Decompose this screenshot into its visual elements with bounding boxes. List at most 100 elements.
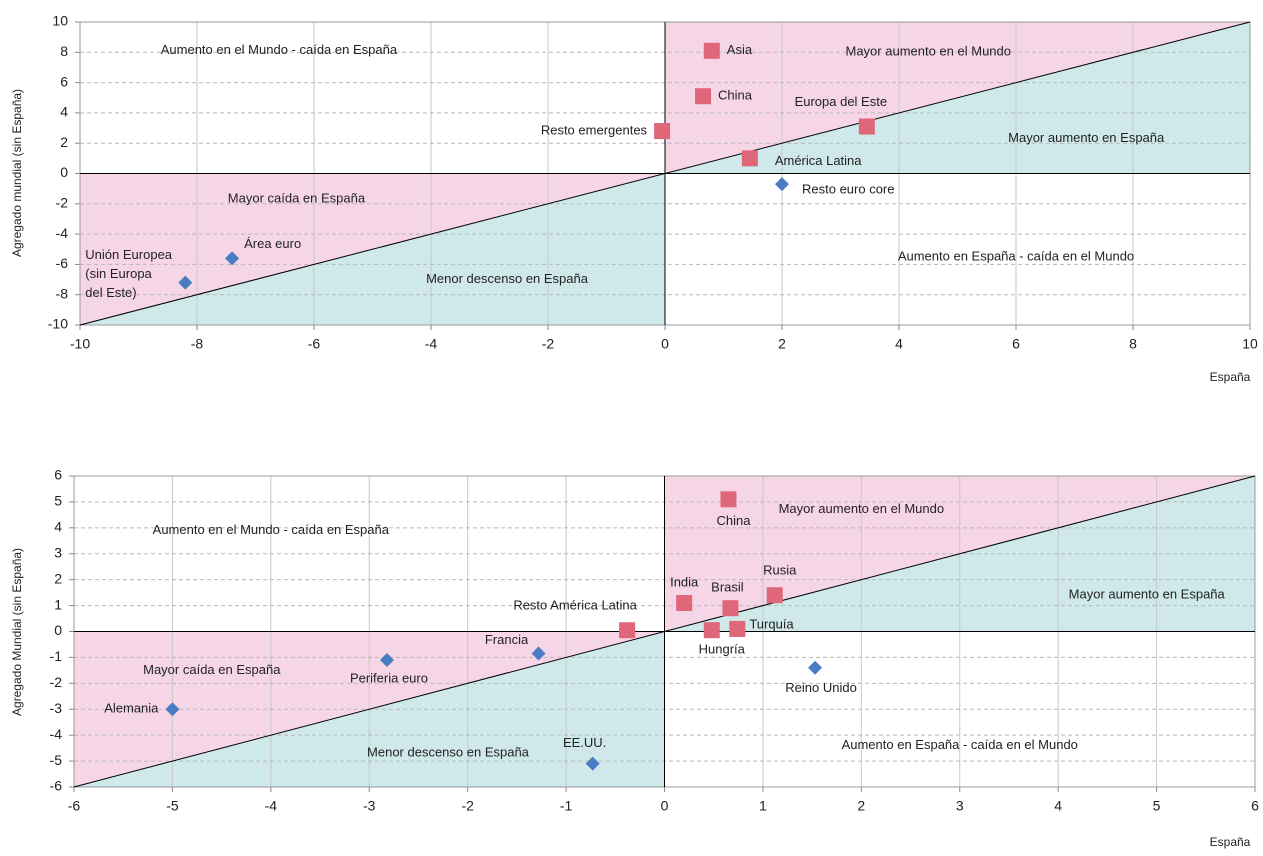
region-annotation: Aumento en España - caída en el Mundo — [842, 737, 1078, 752]
x-tick-label: -8 — [191, 336, 204, 352]
region-annotation: Mayor aumento en el Mundo — [779, 501, 944, 516]
x-tick-label: 8 — [1129, 336, 1137, 352]
y-tick-label: 4 — [54, 519, 62, 535]
x-tick-label: -2 — [461, 798, 474, 814]
point — [703, 622, 720, 639]
point-label: (sin Europa — [85, 266, 152, 281]
x-tick-label: -4 — [265, 798, 278, 814]
point-label: Resto euro core — [802, 182, 895, 197]
x-tick-label: -1 — [560, 798, 573, 814]
y-tick-label: 6 — [60, 73, 68, 89]
point-label: EE.UU. — [563, 735, 606, 750]
point-label: China — [718, 88, 753, 103]
point-label: Resto emergentes — [541, 123, 648, 138]
x-axis-title: España — [1210, 370, 1251, 384]
point — [720, 491, 737, 508]
y-axis-title: Agregado mundial (sin España) — [10, 89, 24, 257]
region-annotation: Mayor caída en España — [228, 191, 366, 206]
point — [585, 756, 600, 771]
x-tick-label: 4 — [1054, 798, 1062, 814]
point-label: Brasil — [711, 580, 744, 595]
x-tick-label: 6 — [1251, 798, 1259, 814]
point — [722, 600, 739, 617]
x-tick-label: 6 — [1012, 336, 1020, 352]
point — [775, 177, 789, 192]
x-tick-label: 10 — [1242, 336, 1258, 352]
y-tick-label: -1 — [50, 648, 63, 664]
point — [619, 622, 636, 639]
point-label: Reino Unido — [785, 680, 857, 695]
point-label: Hungría — [699, 642, 746, 657]
point-label: del Este) — [85, 285, 136, 300]
y-tick-label: 2 — [60, 134, 68, 150]
point — [766, 587, 783, 604]
point-label: Turquía — [749, 616, 794, 631]
point-label: Área euro — [244, 236, 301, 251]
region-annotation: Mayor aumento en el Mundo — [846, 44, 1011, 59]
y-tick-label: -10 — [48, 316, 68, 332]
x-tick-label: 4 — [895, 336, 903, 352]
x-tick-label: 5 — [1153, 798, 1161, 814]
y-tick-label: 10 — [52, 13, 68, 29]
x-tick-label: -2 — [542, 336, 555, 352]
x-tick-label: 1 — [759, 798, 767, 814]
y-tick-label: 6 — [54, 467, 62, 483]
diagonal-line — [79, 21, 1251, 326]
point-label: Unión Europea — [85, 247, 172, 262]
x-axis-title: España — [1210, 835, 1251, 849]
x-tick-label: -10 — [70, 336, 90, 352]
point — [676, 594, 693, 611]
point-label: Periferia euro — [350, 670, 428, 685]
point — [808, 660, 823, 675]
y-tick-label: 3 — [54, 544, 62, 560]
y-tick-label: -8 — [56, 285, 69, 301]
point — [165, 702, 180, 717]
point-label: Alemania — [104, 701, 159, 716]
y-tick-label: -6 — [50, 778, 63, 794]
region-annotation: Mayor caída en España — [143, 662, 281, 677]
y-tick-label: -3 — [50, 700, 63, 716]
x-tick-label: -5 — [166, 798, 179, 814]
y-tick-label: 2 — [54, 570, 62, 586]
point — [178, 275, 193, 290]
region-annotation: Menor descenso en España — [426, 271, 589, 286]
y-tick-label: -4 — [50, 726, 63, 742]
y-tick-label: -5 — [50, 752, 63, 768]
y-tick-label: 0 — [60, 164, 68, 180]
point-label: América Latina — [775, 153, 862, 168]
point — [703, 42, 720, 59]
x-tick-label: -6 — [68, 798, 81, 814]
y-tick-label: -4 — [56, 225, 69, 241]
y-tick-label: -2 — [56, 195, 69, 211]
scatter-chart: -6 -5 -4 -3 -2 -1 0 1 2 3 4 5 6 -6 -5 -4 -3 -2 -1 0 1 2 3 4 5 6 Au… — [10, 467, 1259, 849]
x-tick-label: -6 — [308, 336, 321, 352]
y-tick-label: 0 — [54, 622, 62, 638]
y-tick-label: -2 — [50, 674, 63, 690]
point — [695, 88, 712, 105]
point-label: Europa del Este — [795, 94, 888, 109]
point-label: China — [716, 513, 751, 528]
x-tick-label: 2 — [857, 798, 865, 814]
point-label: Francia — [485, 632, 529, 647]
y-tick-label: 1 — [54, 596, 62, 612]
scatter-chart: -10 -8 -6 -4 -2 0 2 4 6 8 10 -10 -8 -6 -4 -2 0 2 4 6 8 10 Aume… — [10, 13, 1258, 384]
y-tick-label: 5 — [54, 493, 62, 509]
region-annotation: Mayor aumento en España — [1069, 587, 1226, 602]
region-annotation: Menor descenso en España — [367, 745, 530, 760]
region-annotation: Aumento en España - caída en el Mundo — [898, 248, 1134, 263]
point — [379, 653, 394, 668]
region-annotation: Aumento en el Mundo - caída en España — [161, 42, 398, 57]
point — [858, 118, 875, 135]
point — [741, 150, 758, 167]
region-annotation: Aumento en el Mundo - caída en España — [153, 522, 390, 537]
y-axis-title: Agregado Mundial (sin España) — [10, 548, 24, 716]
point-label: Rusia — [763, 563, 797, 578]
point — [729, 620, 746, 637]
x-tick-label: -3 — [363, 798, 376, 814]
x-tick-label: -4 — [425, 336, 438, 352]
point — [531, 646, 546, 661]
y-tick-label: -6 — [56, 255, 69, 271]
x-tick-label: 0 — [661, 336, 669, 352]
